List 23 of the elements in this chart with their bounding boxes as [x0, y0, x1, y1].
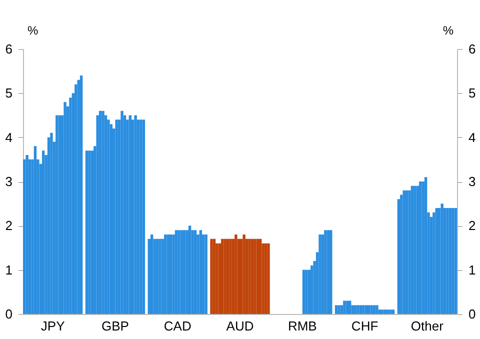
y2-tick-label: 4 [468, 130, 476, 145]
y-axis-title: % [28, 24, 38, 38]
y2-tick-label: 1 [468, 262, 476, 278]
y-tick-label: 4 [5, 130, 12, 145]
x-tick-label: JPY [40, 318, 66, 334]
y2-tick-label: 3 [468, 174, 476, 189]
y2-tick-label: 6 [468, 42, 476, 56]
x-tick-label: GBP [102, 318, 129, 334]
y2-axis-title: % [442, 24, 454, 38]
y2-tick-label: 0 [468, 306, 476, 322]
x-tick-label: AUD [226, 318, 254, 334]
x-tick-label: Other [410, 318, 444, 334]
y2-tick-label: 5 [468, 86, 476, 101]
y-tick-label: 3 [5, 174, 12, 189]
y-tick-label: 5 [5, 86, 12, 101]
x-tick-label: RMB [288, 318, 317, 334]
y-tick-label: 2 [5, 218, 12, 234]
y2-tick-label: 2 [468, 218, 476, 234]
x-tick-label: CAD [164, 318, 192, 334]
x-tick-label: CHF [351, 318, 378, 334]
y-tick-label: 6 [5, 42, 12, 56]
y-tick-label: 1 [5, 262, 12, 278]
y-tick-label: 0 [5, 306, 12, 322]
